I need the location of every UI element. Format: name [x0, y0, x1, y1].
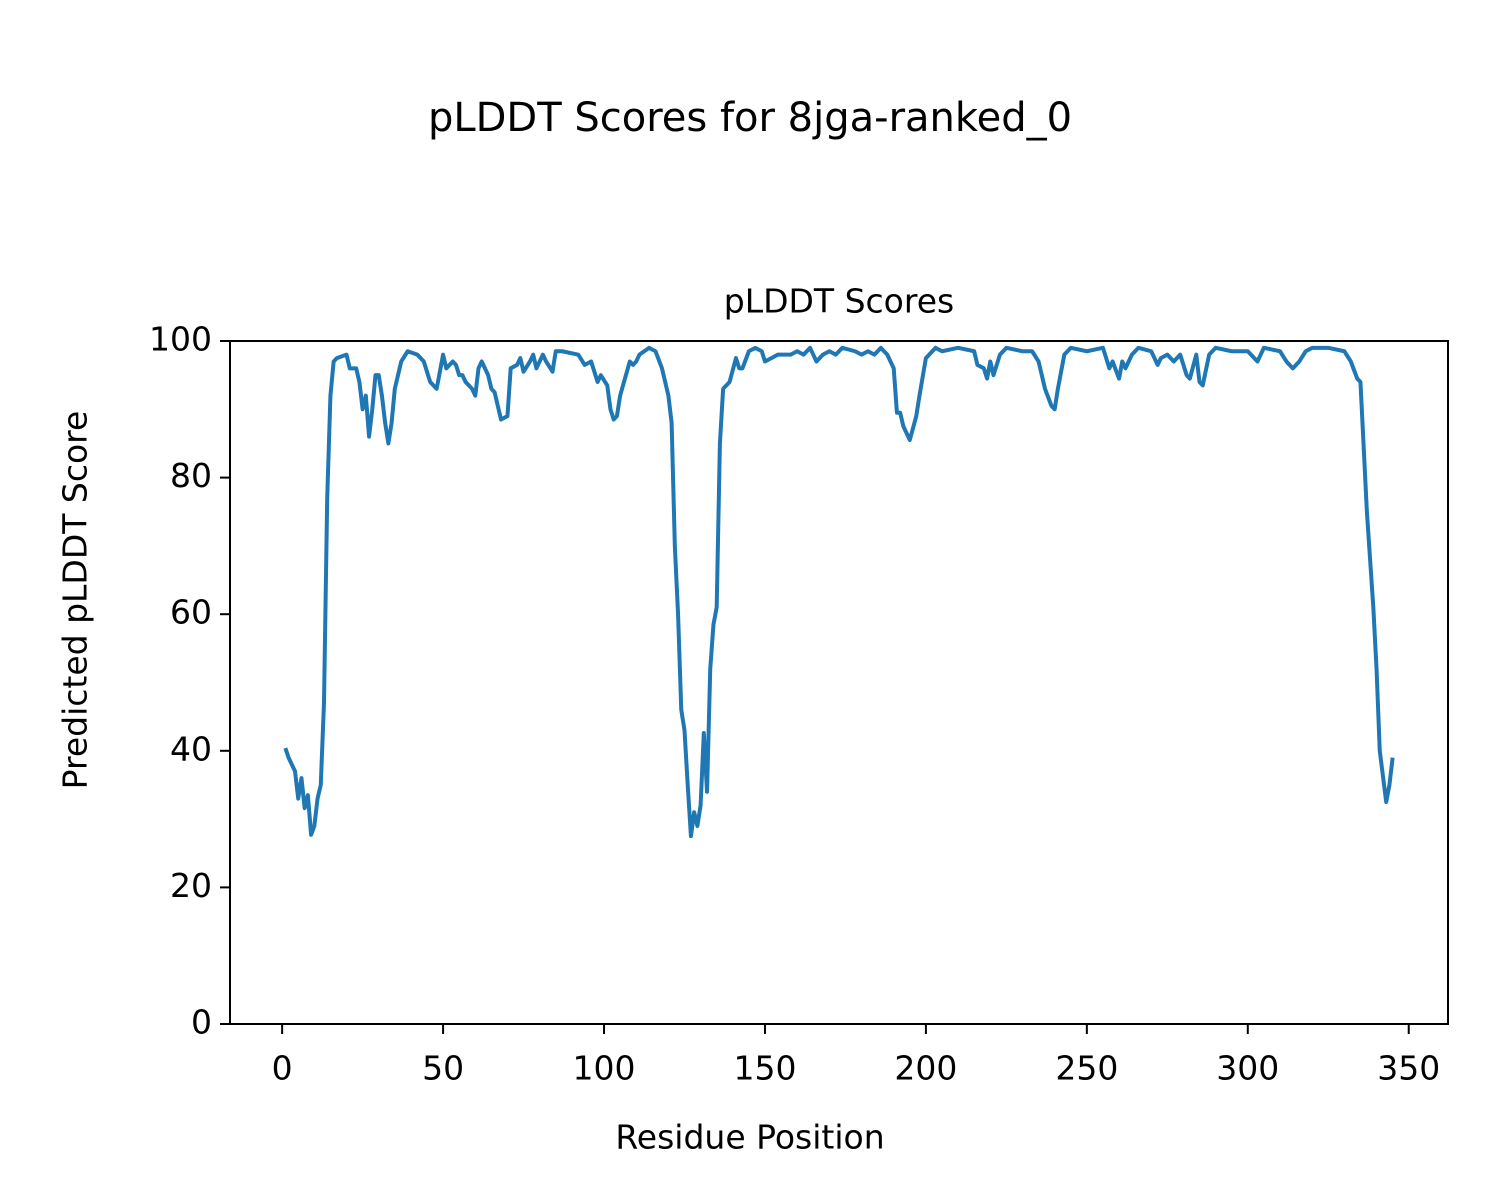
- chart-title: pLDDT Scores for 8jga-ranked_0: [428, 95, 1072, 141]
- x-tick-label: 200: [894, 1049, 957, 1088]
- y-tick-label: 20: [170, 866, 212, 905]
- axes-title: pLDDT Scores: [724, 282, 954, 321]
- x-tick-label: 300: [1216, 1049, 1279, 1088]
- y-tick-label: 0: [191, 1003, 212, 1042]
- data-line: [283, 345, 1395, 839]
- x-tick-label: 50: [422, 1049, 464, 1088]
- x-tick-label: 250: [1055, 1049, 1118, 1088]
- x-tick-label: 100: [573, 1049, 636, 1088]
- x-tick-label: 350: [1377, 1049, 1440, 1088]
- x-tick-label: 150: [733, 1049, 796, 1088]
- y-tick-label: 40: [170, 729, 212, 768]
- y-tick-label: 60: [170, 593, 212, 632]
- y-axis-label: Predicted pLDDT Score: [56, 411, 95, 790]
- x-axis-label: Residue Position: [615, 1118, 884, 1157]
- x-tick-label: 0: [272, 1049, 293, 1088]
- y-tick-label: 80: [170, 456, 212, 495]
- plot-frame: [229, 340, 1449, 1025]
- y-tick-label: 100: [149, 320, 212, 359]
